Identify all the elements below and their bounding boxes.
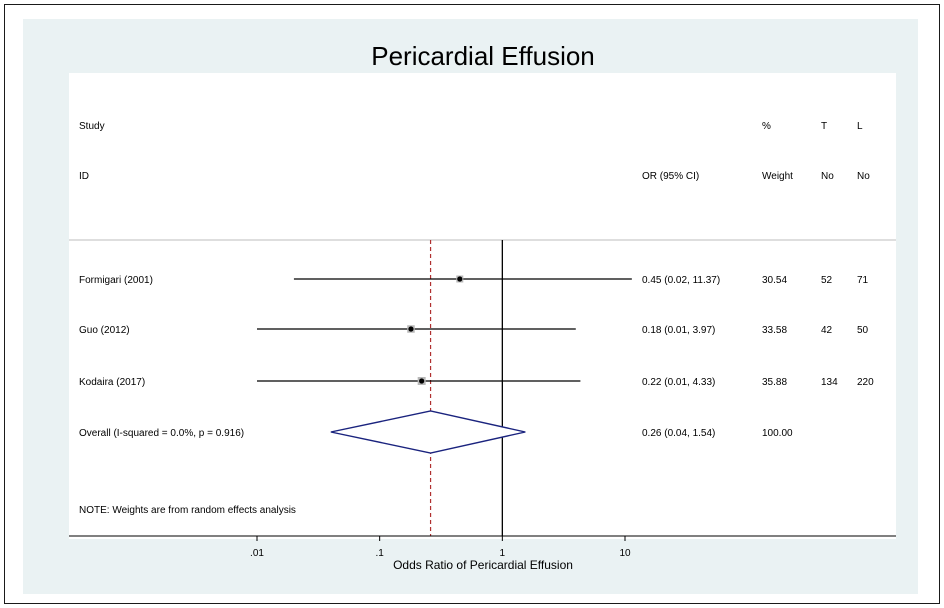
study-t-no: 42 xyxy=(821,325,833,336)
study-weight: 30.54 xyxy=(762,275,787,286)
header-weight: Weight xyxy=(762,171,793,182)
plot-marks: Formigari (2001) 0.45 (0.02, 11.37) 30.54 5… xyxy=(79,240,874,536)
x-tick-label: .1 xyxy=(375,548,384,559)
overall-label: Overall (I-squared = 0.0%, p = 0.916) xyxy=(79,428,244,439)
header-l: L xyxy=(857,121,863,132)
header-t-no: No xyxy=(821,171,834,182)
study-weight: 33.58 xyxy=(762,325,787,336)
study-weight: 35.88 xyxy=(762,377,787,388)
header-study: Study xyxy=(79,121,105,132)
study-label: Formigari (2001) xyxy=(79,275,153,286)
x-tick-label: 10 xyxy=(619,548,631,559)
study-or-ci: 0.22 (0.01, 4.33) xyxy=(642,377,715,388)
study-point-estimate xyxy=(408,326,414,332)
study-l-no: 71 xyxy=(857,275,869,286)
study-or-ci: 0.18 (0.01, 3.97) xyxy=(642,325,715,336)
x-tick-label: 1 xyxy=(500,548,506,559)
x-axis-ticks: .01 .1 1 10 xyxy=(250,536,631,559)
study-l-no: 50 xyxy=(857,325,869,336)
study-or-ci: 0.45 (0.02, 11.37) xyxy=(642,275,720,286)
overall-diamond xyxy=(330,410,526,454)
header-l-no: No xyxy=(857,171,870,182)
header-or-ci: OR (95% CI) xyxy=(642,171,699,182)
study-label: Guo (2012) xyxy=(79,325,130,336)
chart-title: Pericardial Effusion xyxy=(371,41,595,71)
note-text: NOTE: Weights are from random effects an… xyxy=(79,505,296,516)
plot-region xyxy=(69,73,896,539)
x-tick-label: .01 xyxy=(250,548,264,559)
study-l-no: 220 xyxy=(857,377,874,388)
header-t: T xyxy=(821,121,827,132)
study-t-no: 52 xyxy=(821,275,833,286)
study-t-no: 134 xyxy=(821,377,838,388)
overall-weight: 100.00 xyxy=(762,428,793,439)
header-weight-pct: % xyxy=(762,121,771,132)
study-point-estimate xyxy=(419,378,425,384)
study-point-estimate xyxy=(457,276,463,282)
study-label: Kodaira (2017) xyxy=(79,377,145,388)
overall-or-ci: 0.26 (0.04, 1.54) xyxy=(642,428,715,439)
header-id: ID xyxy=(79,171,89,182)
x-axis-label: Odds Ratio of Pericardial Effusion xyxy=(393,558,573,572)
